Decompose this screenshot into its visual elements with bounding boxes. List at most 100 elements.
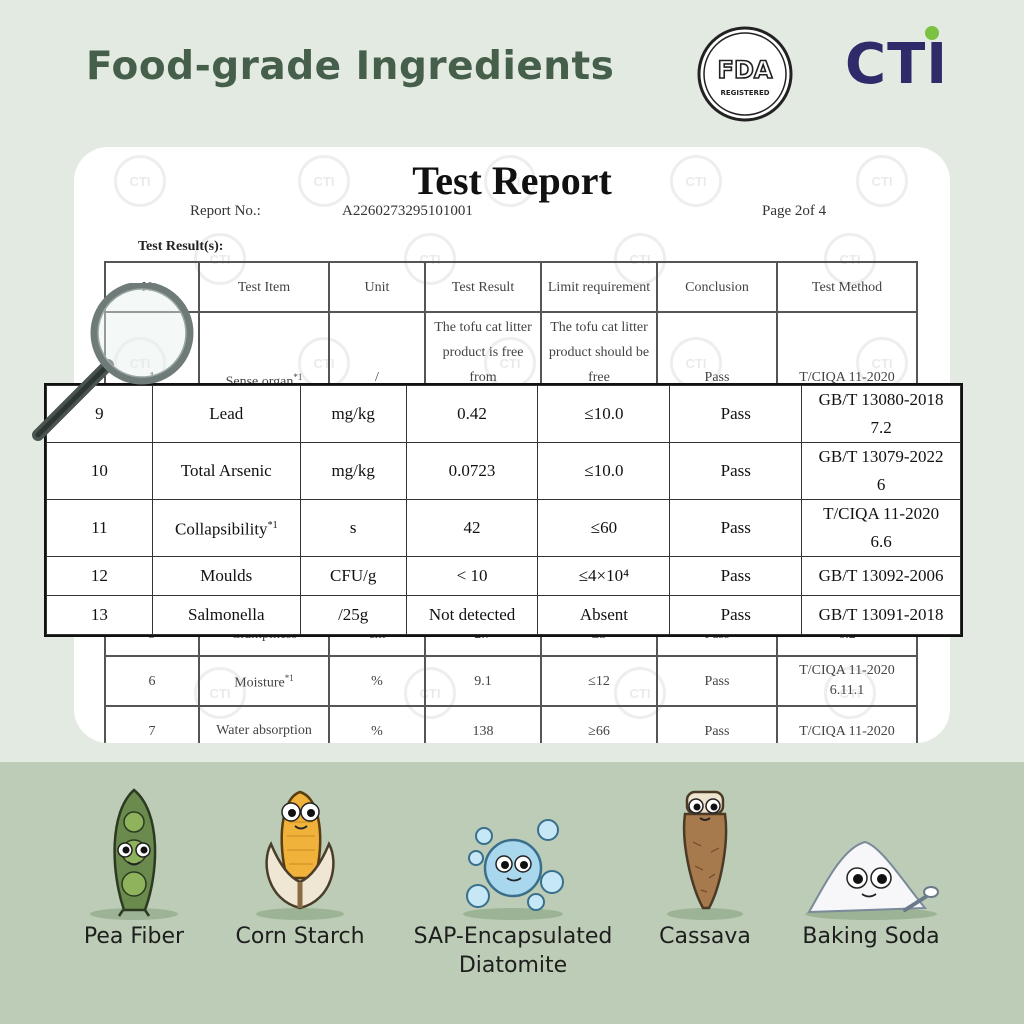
limit-cell: ≤10.0 [537,442,671,500]
ingredient-label: SAP-Encapsulated Diatomite [413,924,613,978]
test-item-cell: Salmonella [151,595,301,635]
test-result-cell: 0.42 [405,385,539,443]
ingredient-sap-diatomite: SAP-Encapsulated Diatomite [410,812,616,980]
header-cell: Test Item [198,261,330,313]
report-table-header: No. Test Item Unit Test Result Limit req… [104,261,918,313]
report-title: Test Report [412,158,612,203]
ingredient-label: Baking Soda [802,924,940,949]
headline: Food-grade Ingredients [86,44,615,89]
test-item-text: Moulds [200,566,253,585]
ingredient-baking-soda: Baking Soda [796,832,946,951]
no-cell: 12 [46,556,153,596]
cell: 138 [424,705,542,743]
header-cell: Limit requirement [540,261,658,313]
no-cell: 10 [46,442,153,500]
zoomed-results-table: 9 Lead mg/kg 0.42 ≤10.0 Pass GB/T 13080-2018 7.… [46,385,961,635]
test-method-cell: GB/T 13080-2018 7.2 [801,385,961,443]
header-cell: Test Method [776,261,918,313]
test-item-text: Lead [209,404,244,423]
cell: 6 [104,655,200,707]
cti-logo-text: CTI [845,32,949,97]
header-cell: Test Result [424,261,542,313]
test-method-line: GB/T 13080-2018 [818,390,944,409]
test-method-cell: GB/T 13092-2006 [801,556,961,596]
ingredient-label: Cassava [659,924,751,949]
test-method-cell: GB/T 13091-2018 [801,595,961,635]
cell: Moisture*1 [198,655,330,707]
footnote-marker: *1 [284,673,294,684]
report-no: A2260273295101001 [342,203,473,219]
test-results-heading: Test Result(s): [138,239,224,254]
test-method-line: GB/T 13091-2018 [818,605,944,624]
report-page: Page 2of 4 [762,203,827,219]
test-method-clause: 6.6 [870,532,892,551]
unit-cell: mg/kg [299,385,407,443]
cti-logo-dot [925,26,939,40]
cti-watermark: CTI [856,155,908,207]
cti-watermark: CTI [484,155,536,207]
baking-soda-icon [805,840,939,920]
report-no-label: Report No.: [190,203,261,219]
pea-pod-icon [90,788,178,920]
ingredient-pea-fiber: Pea Fiber [64,782,204,951]
corn-icon [256,790,344,920]
test-item-cell: Moulds [151,556,301,596]
cell: 7 [104,705,200,743]
result-row: 12 Moulds CFU/g < 10 ≤4×10⁴ Pass GB/T 13092-20… [46,556,961,596]
cell: T/CIQA 11-2020 6.11.1 [776,655,918,707]
cti-watermark: CTI [670,155,722,207]
conclusion-cell: Pass [669,595,803,635]
report-table-row: 7 Water absorption % 138 ≥66 Pass T/CIQA… [104,705,918,743]
unit-cell: s [299,499,407,557]
result-row: 10 Total Arsenic mg/kg 0.0723 ≤10.0 Pass GB/T … [46,442,961,500]
conclusion-cell: Pass [669,442,803,500]
cell: T/CIQA 11-2020 [776,705,918,743]
fda-logo-text: FDA [718,56,773,84]
footnote-marker: *1 [267,520,278,532]
limit-cell: ≤4×10⁴ [537,556,671,596]
test-method-line: GB/T 13092-2006 [818,566,944,585]
bubble-icon [463,819,564,920]
magnifying-glass-icon [32,283,194,441]
limit-cell: ≤10.0 [537,385,671,443]
limit-cell: Absent [537,595,671,635]
cell: Water absorption [198,705,330,743]
no-cell: 13 [46,595,153,635]
footnote-marker: *1 [293,372,303,382]
test-item-cell: Collapsibility*1 [151,499,301,557]
cti-watermark: CTI [298,155,350,207]
conclusion-cell: Pass [669,556,803,596]
test-method-clause: 6 [876,475,886,494]
unit-cell: mg/kg [299,442,407,500]
header-cell: Unit [328,261,426,313]
cti-watermark: CTI [114,155,166,207]
test-result-cell: 0.0723 [405,442,539,500]
cell: % [328,655,426,707]
fda-logo-subtext: REGISTERED [720,89,769,97]
test-method-cell: T/CIQA 11-2020 6.6 [801,499,961,557]
unit-cell: CFU/g [299,556,407,596]
ingredient-cassava: Cassava [640,782,770,951]
test-method-line: GB/T 13079-2022 [818,447,944,466]
cell: ≤12 [540,655,658,707]
fda-registered-logo: FDA REGISTERED [697,26,793,122]
cassava-icon [667,790,743,920]
header-cell: Conclusion [656,261,778,313]
result-row: 11 Collapsibility*1 s 42 ≤60 Pass T/CIQA 11-20… [46,499,961,557]
test-item-cell: Total Arsenic [151,442,301,500]
cell: ≥66 [540,705,658,743]
test-result-cell: < 10 [405,556,539,596]
cti-logo: CTI [845,24,949,100]
limit-cell: ≤60 [537,499,671,557]
report-table-row: 6 Moisture*1 % 9.1 ≤12 Pass T/CIQA 11-20… [104,655,918,707]
test-item-text: Collapsibility [175,519,268,539]
conclusion-cell: Pass [669,499,803,557]
test-result-cell: Not detected [405,595,539,635]
test-result-cell: 42 [405,499,539,557]
cell: 9.1 [424,655,542,707]
ingredient-label: Pea Fiber [83,924,185,949]
unit-cell: /25g [299,595,407,635]
result-row: 13 Salmonella/25g Not detected Absent Pass GB… [46,595,961,635]
test-item-text: Total Arsenic [180,461,272,480]
conclusion-cell: Pass [669,385,803,443]
